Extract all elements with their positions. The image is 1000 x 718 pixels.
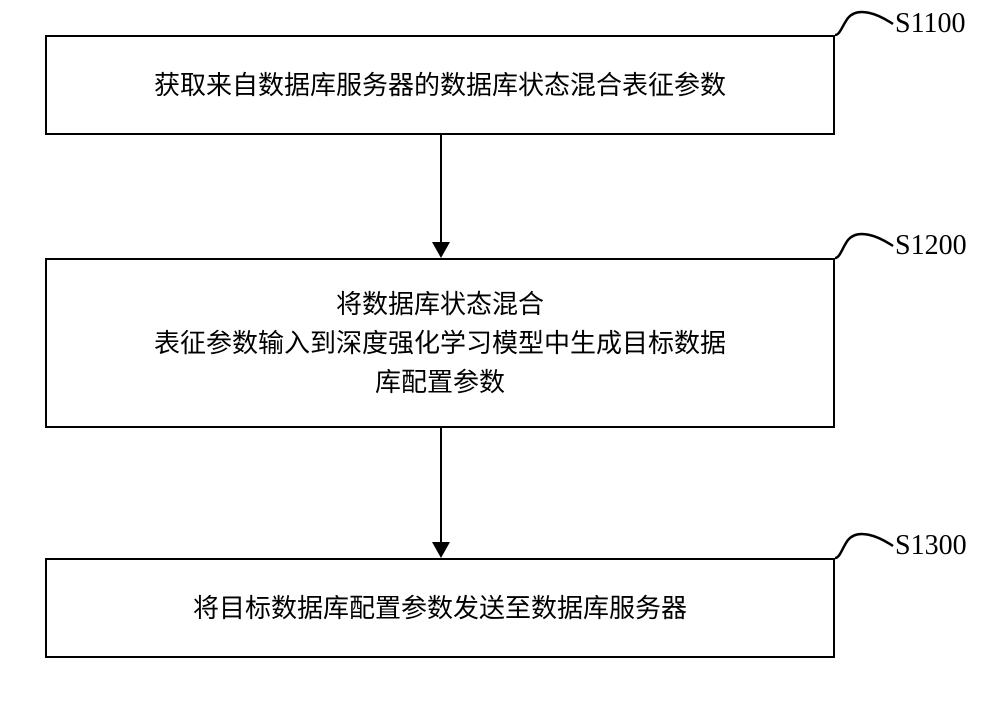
- flowchart-canvas: 获取来自数据库服务器的数据库状态混合表征参数 S1100 将数据库状态混合 表征…: [0, 0, 1000, 718]
- connector-s1300: [0, 0, 1000, 620]
